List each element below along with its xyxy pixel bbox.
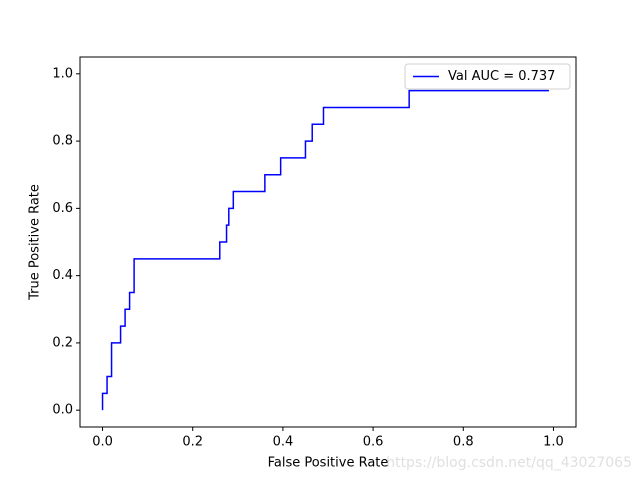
x-tick-label: 0.6: [363, 435, 384, 450]
y-axis-label: True Positive Rate: [28, 184, 43, 301]
plot-frame: [79, 56, 577, 428]
x-tick-label: 0.0: [92, 435, 113, 450]
x-tick-label: 0.2: [182, 435, 203, 450]
x-tick-label: 0.8: [453, 435, 474, 450]
x-tick-label: 0.4: [273, 435, 294, 450]
y-tick-label: 0.8: [52, 134, 73, 149]
y-tick-label: 1.0: [52, 66, 73, 81]
line: [101, 89, 549, 411]
x-tick-label: 1.0: [543, 435, 564, 450]
watermark: https://blog.csdn.net/qq_43027065: [386, 455, 632, 471]
y-tick-label: 0.6: [52, 201, 73, 216]
y-tick-label: 0.0: [52, 403, 73, 418]
legend-label: Val AUC = 0.737: [448, 69, 555, 84]
x-axis-label: False Positive Rate: [268, 456, 389, 471]
y-tick-label: 0.2: [52, 335, 73, 350]
legend-box: [404, 63, 571, 90]
y-tick-label: 0.4: [52, 268, 73, 283]
